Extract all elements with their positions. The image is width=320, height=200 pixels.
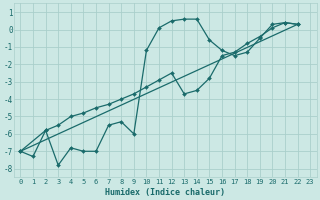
X-axis label: Humidex (Indice chaleur): Humidex (Indice chaleur)	[105, 188, 225, 197]
